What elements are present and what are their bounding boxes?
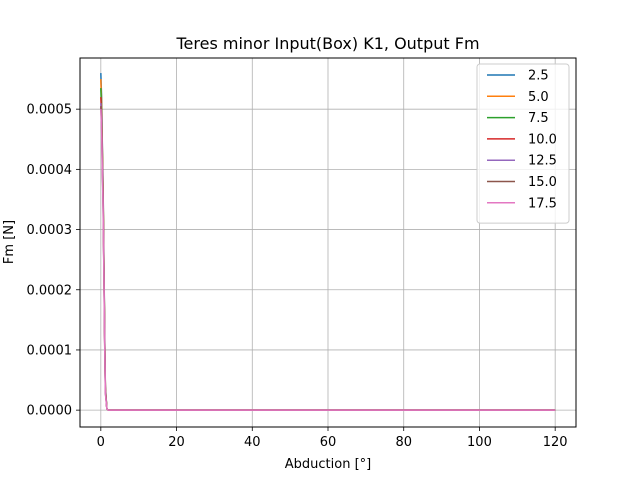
chart-title: Teres minor Input(Box) K1, Output Fm	[175, 34, 479, 53]
x-tick-label: 60	[320, 435, 337, 450]
x-tick-label: 80	[395, 435, 412, 450]
x-axis: 0 20 40 60 80 100 120	[97, 427, 568, 450]
y-tick-label: 0.0002	[27, 283, 73, 298]
y-axis: 0.0000 0.0001 0.0002 0.0003 0.0004 0.0005	[27, 103, 80, 419]
x-tick-label: 100	[467, 435, 492, 450]
series-lines	[100, 73, 556, 411]
legend-label: 7.5	[528, 111, 549, 126]
y-tick-label: 0.0005	[27, 103, 73, 118]
series-line-17-5	[100, 109, 556, 411]
y-tick-label: 0.0001	[27, 343, 73, 358]
legend: 2.5 5.0 7.5 10.0 12.5 15.0 17.5	[476, 63, 570, 224]
legend-label: 2.5	[528, 69, 549, 84]
legend-label: 10.0	[528, 132, 557, 147]
y-axis-label: Fm [N]	[2, 220, 17, 264]
y-tick-label: 0.0003	[27, 223, 73, 238]
x-tick-label: 120	[543, 435, 568, 450]
legend-label: 15.0	[528, 175, 557, 190]
y-tick-label: 0.0000	[27, 404, 73, 419]
legend-label: 17.5	[528, 196, 557, 211]
legend-box	[476, 63, 570, 224]
x-axis-label: Abduction [°]	[285, 457, 371, 472]
x-tick-label: 0	[97, 435, 105, 450]
x-tick-label: 40	[244, 435, 261, 450]
legend-label: 12.5	[528, 154, 557, 169]
x-tick-label: 20	[168, 435, 185, 450]
legend-label: 5.0	[528, 90, 549, 105]
y-tick-label: 0.0004	[27, 163, 73, 178]
